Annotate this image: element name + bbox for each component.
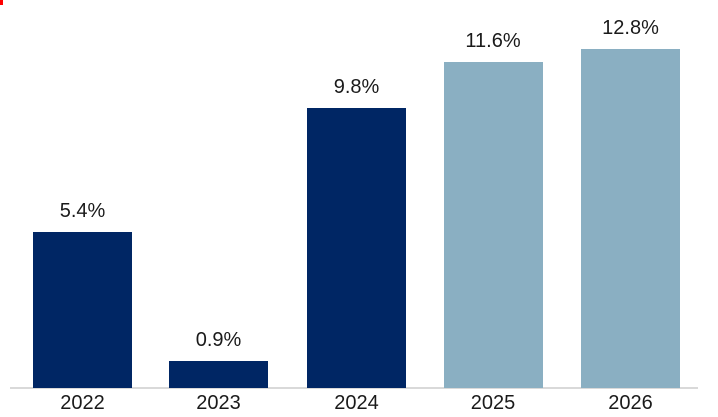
value-label-2024: 9.8% (333, 76, 380, 98)
x-tick-label-2023: 2023 (196, 392, 241, 414)
value-label-2026: 12.8% (602, 17, 659, 39)
x-tick-label-2026: 2026 (608, 392, 653, 414)
bar-2022 (33, 232, 132, 388)
value-label-2025: 11.6% (465, 30, 521, 52)
x-tick-label-2022: 2022 (60, 392, 105, 414)
x-tick-label-2025: 2025 (470, 392, 516, 414)
value-label-2023: 0.9% (195, 329, 242, 351)
bar-2023 (169, 361, 268, 388)
x-tick-label-2024: 2024 (334, 392, 379, 414)
bar-2024 (307, 108, 406, 388)
x-axis-line (10, 387, 698, 389)
bar-2025 (443, 62, 543, 388)
value-label-2022: 5.4% (59, 200, 106, 222)
red-corner-mark (0, 0, 3, 5)
bar-2026 (581, 49, 680, 388)
